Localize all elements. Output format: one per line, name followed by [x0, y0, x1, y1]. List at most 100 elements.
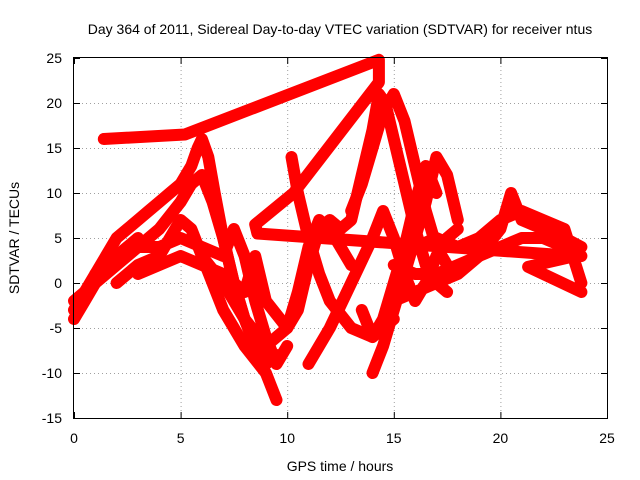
data-point: [220, 253, 227, 259]
data-point: [518, 217, 525, 223]
data-point: [288, 154, 295, 160]
data-point: [578, 289, 585, 295]
data-point: [348, 208, 355, 214]
data-point: [401, 118, 408, 124]
data-point: [113, 280, 120, 286]
data-point: [578, 244, 585, 250]
x-tick-label: 15: [386, 430, 402, 446]
data-point: [380, 343, 387, 349]
data-point: [124, 244, 131, 250]
data-point: [209, 199, 216, 205]
data-point: [177, 235, 184, 241]
data-point: [188, 181, 195, 187]
y-tick-label: -5: [50, 320, 63, 336]
chart-title: Day 364 of 2011, Sidereal Day-to-day VTE…: [88, 21, 592, 37]
data-point: [205, 154, 212, 160]
x-tick-label: 20: [493, 430, 509, 446]
data-point: [369, 334, 376, 340]
data-point: [134, 262, 141, 268]
data-point: [540, 235, 547, 241]
data-point: [188, 226, 195, 232]
data-point: [348, 325, 355, 331]
data-point: [156, 253, 163, 259]
data-point: [444, 289, 451, 295]
data-point: [113, 235, 120, 241]
data-point: [124, 226, 131, 232]
data-point: [369, 370, 376, 376]
data-point: [369, 145, 376, 151]
data-point: [241, 316, 248, 322]
data-point: [156, 226, 163, 232]
y-tick-label: -15: [42, 410, 62, 426]
data-point: [375, 79, 382, 86]
data-point: [134, 271, 141, 277]
data-point: [166, 235, 173, 241]
data-point: [156, 199, 163, 205]
data-point: [497, 217, 504, 223]
data-point: [358, 307, 365, 313]
y-axis-label: SDTVAR / TECUs: [6, 182, 22, 294]
data-point: [433, 190, 440, 196]
data-point: [262, 298, 269, 304]
data-point: [348, 217, 355, 223]
data-point: [252, 298, 259, 304]
data-point: [92, 280, 99, 286]
data-point: [316, 217, 323, 223]
data-point: [220, 280, 227, 286]
data-point: [561, 226, 568, 232]
series-trace: [345, 88, 454, 271]
data-point: [454, 271, 461, 277]
data-point: [412, 163, 419, 169]
data-point: [572, 253, 579, 259]
data-point: [358, 181, 365, 187]
data-point: [241, 253, 248, 259]
data-point: [412, 199, 419, 205]
y-tick-label: 25: [46, 50, 62, 66]
data-point: [145, 208, 152, 214]
data-point: [220, 307, 227, 313]
data-point: [401, 181, 408, 187]
axis-ticks: [74, 58, 608, 419]
data-point: [177, 199, 184, 205]
data-point: [241, 289, 248, 295]
data-point: [433, 271, 440, 277]
data-point: [422, 262, 429, 268]
data-point: [284, 325, 291, 331]
data-point: [252, 221, 259, 228]
data-point: [177, 217, 184, 223]
data-point: [540, 217, 547, 223]
y-tick-label: 15: [46, 140, 62, 156]
data-point: [181, 131, 188, 138]
series-15: [68, 232, 144, 325]
data-point: [525, 263, 532, 270]
y-tick-label: -10: [42, 365, 62, 381]
data-point: [444, 172, 451, 178]
data-point: [326, 298, 333, 304]
data-point: [305, 361, 312, 367]
data-point: [252, 343, 259, 349]
y-tick-label: 20: [46, 95, 62, 111]
x-tick-labels: 0 5 10 15 20 25: [70, 430, 615, 446]
data-point: [198, 253, 205, 259]
data-point: [390, 298, 397, 304]
data-point: [518, 235, 525, 241]
data-point: [433, 280, 440, 286]
data-point: [540, 226, 547, 232]
data-point: [454, 217, 461, 223]
data-point: [156, 262, 163, 268]
data-point: [273, 361, 280, 367]
y-tick-label: 0: [54, 275, 62, 291]
data-point: [390, 262, 397, 268]
data-point: [412, 298, 419, 304]
data-point: [262, 343, 269, 349]
data-point: [198, 172, 205, 178]
data-point: [433, 154, 440, 160]
data-point: [348, 280, 355, 286]
x-axis-label: GPS time / hours: [287, 458, 394, 474]
data-point: [518, 208, 525, 214]
data-point: [326, 325, 333, 331]
data-point: [380, 316, 387, 322]
data-point: [290, 190, 297, 196]
x-tick-label: 0: [70, 430, 78, 446]
